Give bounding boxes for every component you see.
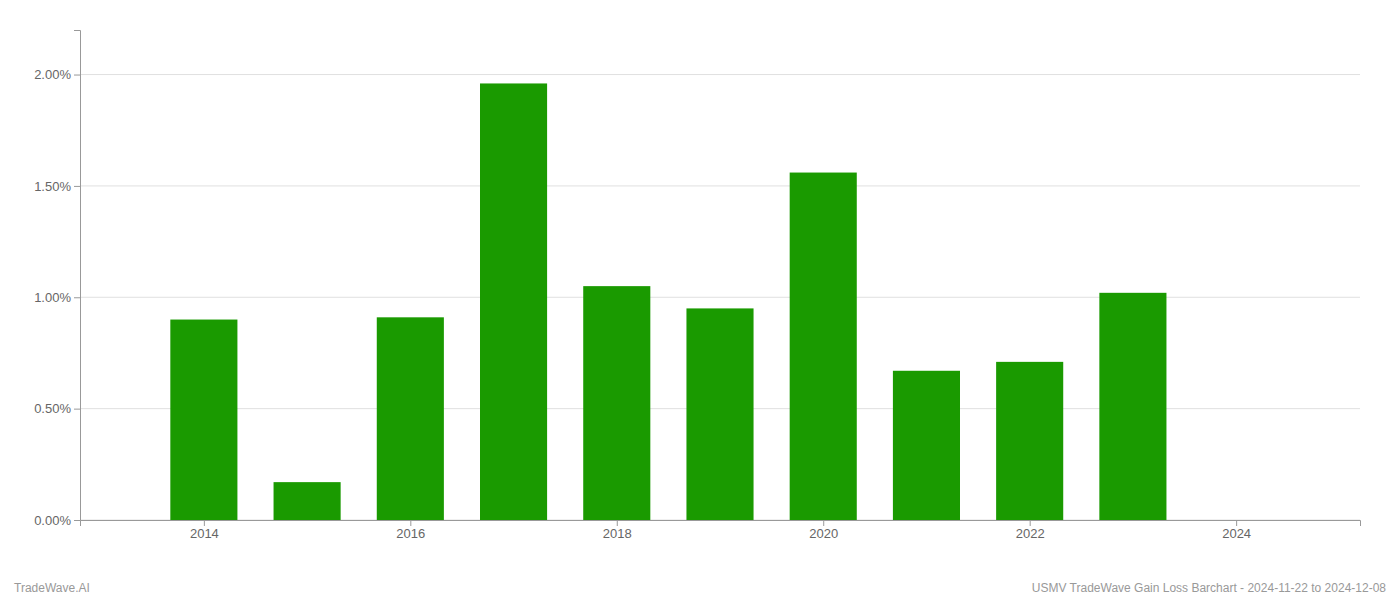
bar	[996, 362, 1063, 520]
y-tick: 0.50%	[34, 401, 80, 416]
chart: 2014 2016 2018 2020 2022 2024 0.00% 0.50% 1.00% 1…	[0, 0, 1400, 600]
y-axis: 0.00% 0.50% 1.00% 1.50% 2.00%	[34, 31, 80, 528]
y-tick-label: 1.00%	[34, 290, 71, 305]
bar	[170, 320, 237, 520]
y-tick-mark	[74, 297, 80, 298]
y-tick: 1.50%	[34, 179, 80, 194]
x-tick: 2014	[190, 520, 219, 541]
y-tick-mark	[74, 409, 80, 410]
x-tick: 2018	[603, 520, 632, 541]
x-tick-label: 2020	[809, 526, 838, 541]
grid-line	[80, 297, 1360, 298]
x-tick-mark	[1030, 520, 1031, 526]
x-tick: 2020	[809, 520, 838, 541]
x-axis-line	[81, 521, 1361, 527]
y-tick-label: 2.00%	[34, 67, 71, 82]
x-tick-mark	[1236, 520, 1237, 526]
y-tick-mark	[74, 75, 80, 76]
bar	[686, 308, 753, 520]
bar	[480, 83, 547, 520]
x-tick-mark	[823, 520, 824, 526]
footer: TradeWave.AI USMV TradeWave Gain Loss Bar…	[14, 581, 1386, 595]
y-axis-line	[74, 31, 81, 521]
y-tick: 1.00%	[34, 290, 80, 305]
x-tick-label: 2024	[1222, 526, 1251, 541]
footer-text: TradeWave.AI	[14, 581, 90, 595]
x-tick-label: 2018	[603, 526, 632, 541]
x-tick: 2016	[396, 520, 425, 541]
x-tick-label: 2014	[190, 526, 219, 541]
x-tick-label: 2016	[396, 526, 425, 541]
y-tick: 0.00%	[34, 513, 80, 528]
y-tick: 2.00%	[34, 67, 80, 82]
bar	[377, 317, 444, 520]
y-tick-label: 0.00%	[34, 513, 71, 528]
grid-line	[80, 185, 1360, 186]
y-tick-label: 1.50%	[34, 179, 71, 194]
plot-area	[170, 83, 1166, 520]
x-axis: 2014 2016 2018 2020 2022 2024	[81, 520, 1361, 541]
bar	[790, 173, 857, 520]
x-tick-mark	[617, 520, 618, 526]
y-tick-mark	[74, 186, 80, 187]
grid-line	[80, 74, 1360, 75]
x-tick: 2022	[1016, 520, 1045, 541]
y-tick-label: 0.50%	[34, 401, 71, 416]
grid	[80, 75, 1360, 520]
x-tick: 2024	[1222, 520, 1251, 541]
bar	[274, 482, 341, 520]
x-tick-mark	[410, 520, 411, 526]
bar	[893, 371, 960, 520]
bar	[1099, 293, 1166, 520]
footer-text: USMV TradeWave Gain Loss Barchart - 2024…	[1032, 581, 1387, 595]
x-tick-label: 2022	[1016, 526, 1045, 541]
x-tick-mark	[204, 520, 205, 526]
bar	[583, 286, 650, 520]
y-tick-mark	[74, 520, 80, 521]
